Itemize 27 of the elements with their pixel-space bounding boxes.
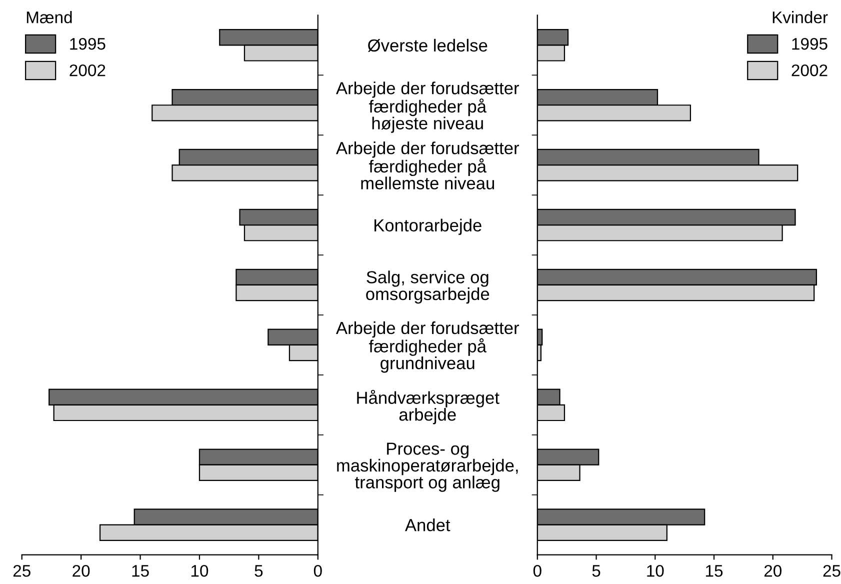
legend-label: 1995 — [70, 38, 106, 50]
legend-label: 1995 — [792, 38, 828, 50]
y-tick-label: Andet — [404, 518, 450, 532]
x-tick-label: 15 — [706, 565, 723, 577]
legend-label: 2002 — [792, 64, 828, 76]
y-tick-label: Arbejde der forudsætter færdigheder på grundniveau — [336, 321, 520, 373]
y-tick-label: Håndværkspræget arbejde — [357, 390, 500, 424]
x-tick-label: 10 — [191, 564, 208, 577]
y-tick-label: Kontorarbejde — [374, 218, 482, 235]
y-tick-label: Arbejde der forudsætter færdigheder på højeste niveau — [336, 82, 520, 133]
y-tick-label: Øverste ledelse — [368, 38, 488, 52]
x-tick-label: 5 — [592, 565, 600, 577]
x-tick-label: 5 — [254, 565, 263, 577]
x-tick-label: 25 — [13, 564, 30, 577]
x-tick-label: 25 — [823, 564, 840, 577]
x-tick-label: 10 — [647, 564, 664, 577]
x-tick-label: 0 — [533, 564, 542, 577]
x-tick-label: 20 — [72, 564, 90, 577]
y-tick-label: Proces- og maskinoperatørarbejde, transport og anlæg — [337, 442, 518, 492]
y-tick-label: Salg, service og omsorgsarbejde — [366, 270, 490, 304]
y-tick-label: Arbejde der forudsætter færdigheder på mellemste niveau — [336, 142, 520, 190]
x-tick-label: 15 — [132, 565, 149, 577]
legend-title: Mænd — [26, 11, 72, 24]
legend-label: 2002 — [70, 64, 106, 76]
x-tick-label: 0 — [314, 564, 322, 577]
x-tick-label: 20 — [764, 564, 782, 577]
legend-title: Kvinder — [772, 11, 828, 24]
